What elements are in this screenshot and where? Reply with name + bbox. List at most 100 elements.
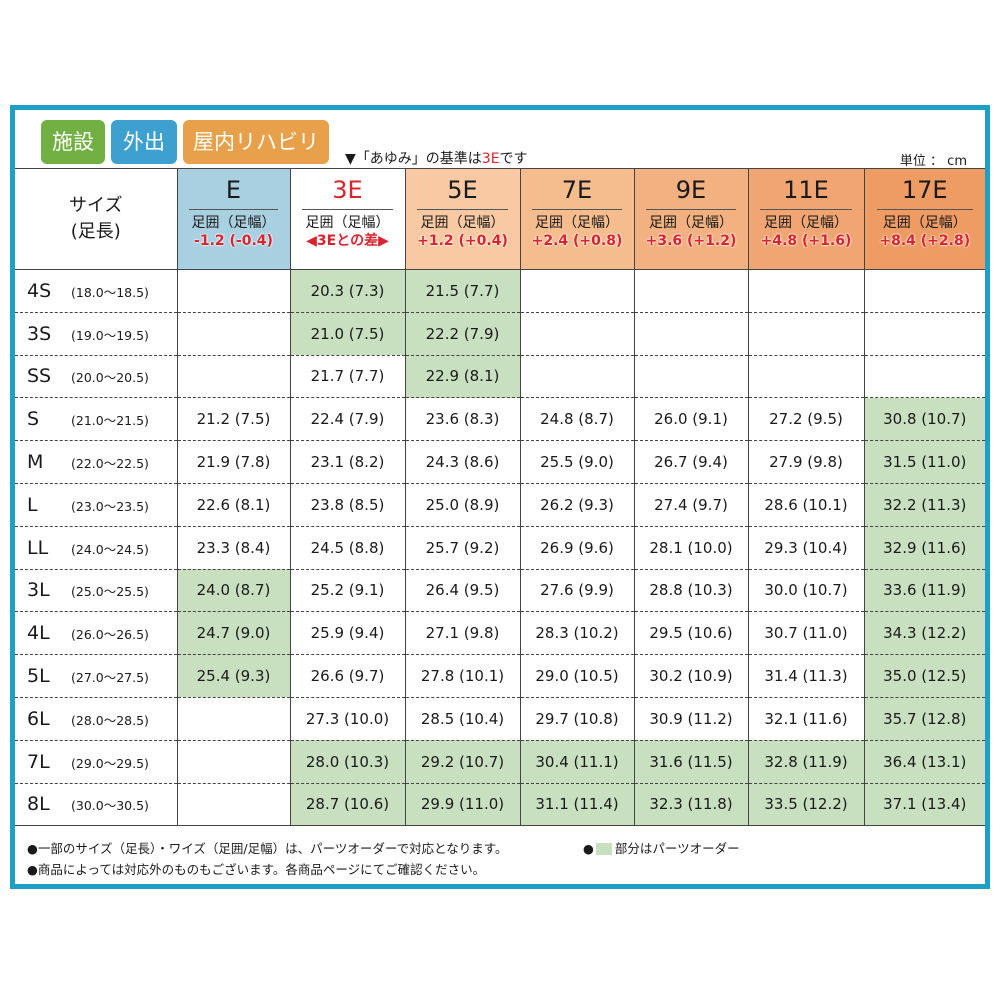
legend-text: 部分はパーツオーダー: [614, 841, 740, 856]
note-suffix: です: [499, 151, 528, 167]
divider: [188, 209, 279, 210]
width-diff: ◀3Eとの差▶: [306, 233, 389, 249]
size-label: 8L: [27, 793, 50, 816]
column-header-11e: 11E 足囲（足幅） +4.8 (+1.6): [747, 168, 864, 270]
table-body: 4S (18.0～18.5) 20.3 (7.3) 21.5 (7.7) 3S (19.0…: [15, 269, 985, 826]
size-cell: L (23.0～23.5): [15, 483, 177, 526]
measurement-cell: 25.5 (9.0): [519, 440, 634, 484]
measurement-cell: 32.9 (11.6): [863, 526, 985, 570]
table-row: 3S (19.0～19.5) 21.0 (7.5) 22.2 (7.9): [15, 312, 985, 356]
measurement-cell: 35.7 (12.8): [863, 697, 985, 741]
measurement-cell: 30.2 (10.9): [633, 654, 748, 698]
width-sub: 足囲（足幅）: [764, 215, 848, 231]
measurement-cell: 32.3 (11.8): [633, 783, 748, 826]
legend: ● 部分はパーツオーダー: [583, 838, 740, 859]
empty-cell: [863, 269, 985, 313]
table-row: M (22.0～22.5) 21.9 (7.8) 23.1 (8.2) 24.3 (8.…: [15, 440, 985, 484]
measurement-cell: 28.1 (10.0): [633, 526, 748, 570]
divider: [876, 209, 973, 210]
size-label: LL: [27, 536, 49, 559]
foot-length-range: (30.0～30.5): [71, 798, 149, 814]
width-diff: +3.6 (+1.2): [645, 233, 737, 249]
measurement-cell: 26.6 (9.7): [289, 654, 405, 698]
standard-note: ▼「あゆみ」の基準は3Eです: [345, 148, 528, 168]
measurement-cell: 22.2 (7.9): [404, 312, 520, 356]
size-header-line1: サイズ: [69, 195, 123, 216]
width-diff: +2.4 (+0.8): [531, 233, 623, 249]
width-name: E: [225, 176, 242, 204]
divider: [531, 209, 623, 210]
table-row: 6L (28.0～28.5) 27.3 (10.0) 28.5 (10.4) 29.7 …: [15, 697, 985, 741]
measurement-cell: 26.7 (9.4): [633, 440, 748, 484]
size-label: 4L: [27, 622, 50, 645]
measurement-cell: 25.9 (9.4): [289, 611, 405, 655]
width-sub: 足囲（足幅）: [882, 215, 967, 231]
table-row: 5L (27.0～27.5) 25.4 (9.3) 26.6 (9.7) 27.8 (1…: [15, 654, 985, 698]
measurement-cell: 24.7 (9.0): [176, 611, 290, 655]
width-name: 7E: [561, 176, 593, 204]
size-header-line2: (足長): [70, 221, 121, 242]
measurement-cell: 31.4 (11.3): [747, 654, 864, 698]
measurement-cell: 25.2 (9.1): [289, 569, 405, 612]
badge-indoor-rehab: 屋内リハビリ: [183, 120, 329, 164]
measurement-cell: 36.4 (13.1): [863, 740, 985, 784]
measurement-cell: 22.6 (8.1): [176, 483, 290, 527]
measurement-cell: 21.7 (7.7): [289, 355, 405, 398]
measurement-cell: 28.3 (10.2): [519, 611, 634, 655]
width-diff: +8.4 (+2.8): [879, 233, 971, 249]
measurement-cell: 20.3 (7.3): [289, 269, 405, 313]
size-cell: 3L (25.0～25.5): [15, 569, 177, 612]
measurement-cell: 29.0 (10.5): [519, 654, 634, 698]
foot-length-range: (22.0～22.5): [71, 456, 149, 472]
width-sub: 足囲（足幅）: [191, 215, 276, 231]
foot-length-range: (27.0～27.5): [71, 670, 149, 686]
width-name: 11E: [783, 176, 829, 204]
empty-cell: [176, 355, 290, 398]
measurement-cell: 21.2 (7.5): [176, 397, 290, 441]
size-header: サイズ (足長): [15, 169, 177, 270]
measurement-cell: 27.8 (10.1): [404, 654, 520, 698]
footnotes: ●一部のサイズ（足長）・ワイズ（足囲/足幅）は、パーツオーダーで対応となります。…: [27, 838, 508, 880]
measurement-cell: 23.1 (8.2): [289, 440, 405, 484]
measurement-cell: 23.8 (8.5): [289, 483, 405, 527]
size-cell: 5L (27.0～27.5): [15, 655, 177, 698]
measurement-cell: 25.0 (8.9): [404, 483, 520, 527]
foot-length-range: (23.0～23.5): [71, 498, 149, 514]
size-label: S: [27, 408, 40, 431]
foot-length-range: (19.0～19.5): [71, 327, 149, 343]
size-label: 5L: [27, 665, 50, 688]
divider: [645, 209, 737, 210]
measurement-cell: 30.0 (10.7): [747, 569, 864, 612]
column-header-3e: 3E 足囲（足幅） ◀3Eとの差▶: [289, 168, 405, 270]
width-name: 3E: [332, 176, 363, 204]
size-label: 3L: [27, 579, 50, 602]
measurement-cell: 27.4 (9.7): [633, 483, 748, 527]
table-row: LL (24.0～24.5) 23.3 (8.4) 24.5 (8.8) 25.7 (9…: [15, 526, 985, 570]
empty-cell: [863, 312, 985, 356]
badge-outing: 外出: [111, 120, 177, 164]
empty-cell: [176, 697, 290, 741]
width-diff: +1.2 (+0.4): [417, 233, 508, 249]
empty-cell: [176, 783, 290, 826]
table-row: 7L (29.0～29.5) 28.0 (10.3) 29.2 (10.7) 30.4 …: [15, 740, 985, 784]
size-cell: 8L (30.0～30.5): [15, 783, 177, 826]
size-cell: 4L (26.0～26.5): [15, 612, 177, 655]
measurement-cell: 32.2 (11.3): [863, 483, 985, 527]
measurement-cell: 25.4 (9.3): [176, 654, 290, 698]
empty-cell: [519, 355, 634, 398]
size-cell: LL (24.0～24.5): [15, 526, 177, 569]
measurement-cell: 29.7 (10.8): [519, 697, 634, 741]
measurement-cell: 27.6 (9.9): [519, 569, 634, 612]
column-header-9e: 9E 足囲（足幅） +3.6 (+1.2): [633, 168, 748, 270]
measurement-cell: 26.4 (9.5): [404, 569, 520, 612]
measurement-cell: 24.3 (8.6): [404, 440, 520, 484]
measurement-cell: 24.0 (8.7): [176, 569, 290, 612]
foot-length-range: (21.0～21.5): [71, 413, 149, 429]
size-cell: 6L (28.0～28.5): [15, 697, 177, 740]
table-row: S (21.0～21.5) 21.2 (7.5) 22.4 (7.9) 23.6 (8.…: [15, 397, 985, 441]
size-chart-frame: 施設 外出 屋内リハビリ ▼「あゆみ」の基準は3Eです 単位 ： cm サイズ(…: [10, 105, 990, 889]
table-row: 4L (26.0～26.5) 24.7 (9.0) 25.9 (9.4) 27.1 (9…: [15, 611, 985, 655]
footnote: ●商品によっては対応外のものもございます。各商品ページにてご確認ください。: [27, 862, 486, 877]
measurement-cell: 21.5 (7.7): [404, 269, 520, 313]
empty-cell: [747, 355, 864, 398]
